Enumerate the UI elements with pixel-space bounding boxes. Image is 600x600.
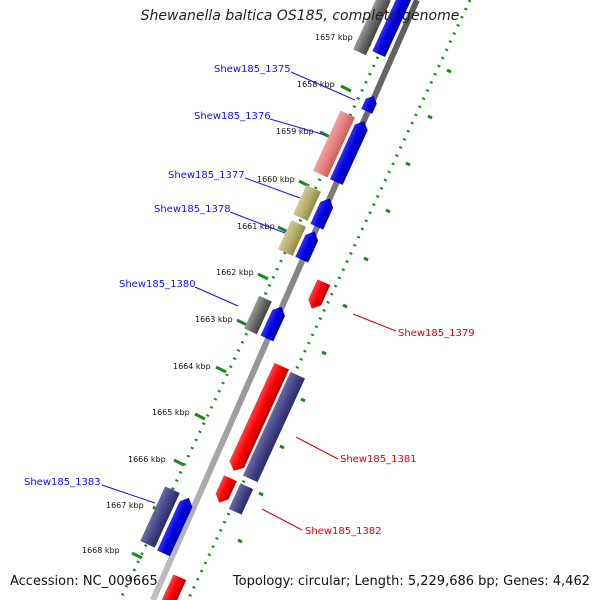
reverse-cds-arrow: [229, 362, 290, 471]
features: [140, 0, 412, 600]
feature-block: [278, 220, 306, 256]
kbp-label: 1666 kbp: [128, 455, 166, 464]
kbp-label: 1662 kbp: [216, 268, 254, 277]
forward-cds-arrow: [310, 198, 334, 230]
kbp-label: 1665 kbp: [152, 408, 190, 417]
kbp-label: 1657 kbp: [315, 33, 353, 42]
forward-cds-arrow: [157, 497, 193, 557]
genome-backbone: [150, 0, 420, 600]
gene-label[interactable]: Shew185_1377: [168, 170, 245, 181]
forward-cds-arrow: [361, 95, 377, 114]
kbp-ticks: [131, 38, 372, 560]
gene-label[interactable]: Shew185_1382: [305, 526, 382, 537]
gene-label[interactable]: Shew185_1379: [398, 328, 475, 339]
feature-block: [244, 295, 272, 335]
gene-label[interactable]: Shew185_1376: [194, 111, 271, 122]
gene-label[interactable]: Shew185_1380: [119, 279, 196, 290]
gene-label[interactable]: Shew185_1375: [214, 64, 291, 75]
feature-block: [312, 110, 356, 178]
forward-cds-arrow: [295, 231, 319, 263]
callout-lines: [101, 71, 397, 531]
kbp-label: 1661 kbp: [237, 222, 275, 231]
reverse-cds-arrow: [215, 475, 237, 503]
kbp-label: 1659 kbp: [276, 127, 314, 136]
accession-text: Accession: NC_009665: [10, 574, 158, 589]
feature-block: [140, 486, 180, 548]
inner-tick-ring: [186, 0, 472, 600]
feature-block: [353, 0, 391, 56]
feature-block: [228, 483, 254, 515]
forward-cds-arrow: [329, 121, 368, 185]
genome-summary: Topology: circular; Length: 5,229,686 bp…: [232, 574, 590, 589]
gene-label[interactable]: Shew185_1381: [340, 454, 417, 465]
kbp-label: 1668 kbp: [82, 546, 120, 555]
reverse-cds-arrow: [308, 279, 331, 309]
gene-label[interactable]: Shew185_1378: [154, 204, 231, 215]
gene-label[interactable]: Shew185_1383: [24, 477, 101, 488]
kbp-label: 1658 kbp: [297, 80, 335, 89]
kbp-label: 1667 kbp: [106, 501, 144, 510]
kbp-label: 1660 kbp: [257, 175, 295, 184]
reverse-cds-arrow: [161, 574, 187, 600]
kbp-label-group: 1657 kbp 1658 kbp 1659 kbp 1660 kbp 1661…: [82, 33, 353, 555]
map-title: Shewanella baltica OS185, complete genom…: [140, 8, 460, 24]
feature-block: [242, 371, 306, 483]
forward-cds-block: [372, 0, 412, 58]
kbp-label: 1663 kbp: [195, 315, 233, 324]
forward-cds-arrow: [260, 306, 285, 342]
kbp-label: 1664 kbp: [173, 362, 211, 371]
feature-block: [293, 185, 321, 221]
inner-ticks: [237, 68, 452, 544]
